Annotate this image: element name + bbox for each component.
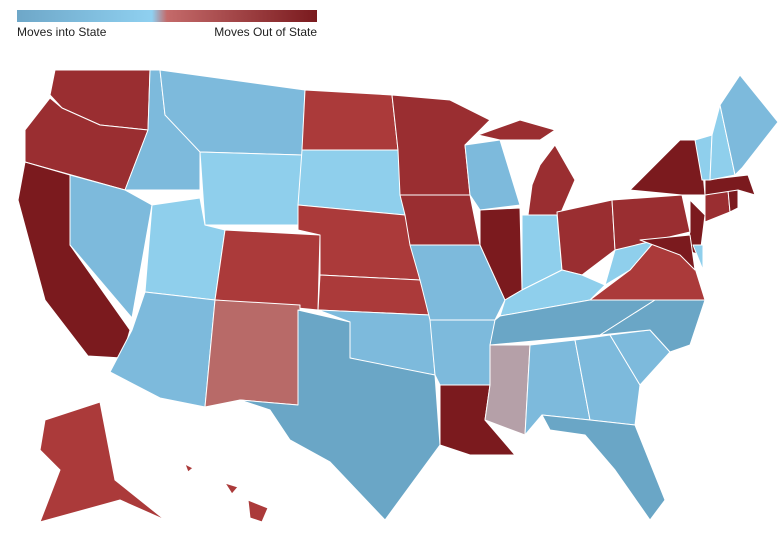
state (629, 139, 706, 196)
state (727, 189, 739, 213)
state (224, 482, 239, 495)
state (214, 229, 321, 311)
state (297, 149, 406, 216)
state (184, 463, 194, 473)
state (399, 194, 481, 246)
legend-gradient (17, 10, 317, 22)
state (692, 244, 704, 271)
state (464, 139, 521, 211)
state (429, 319, 496, 386)
state (317, 274, 431, 316)
state (239, 309, 441, 521)
state (556, 199, 616, 276)
state (527, 144, 576, 216)
state (704, 174, 756, 196)
state (484, 344, 531, 436)
state (574, 334, 641, 426)
legend-right-label: Moves Out of State (214, 25, 317, 39)
state (247, 499, 269, 523)
state (69, 174, 153, 319)
state (204, 299, 301, 408)
states (17, 69, 779, 523)
state (199, 151, 303, 226)
state (477, 119, 556, 141)
state (39, 401, 166, 523)
state (719, 74, 779, 176)
state (639, 234, 696, 271)
state (541, 414, 666, 521)
state (301, 89, 399, 151)
legend-left-label: Moves into State (17, 25, 107, 39)
